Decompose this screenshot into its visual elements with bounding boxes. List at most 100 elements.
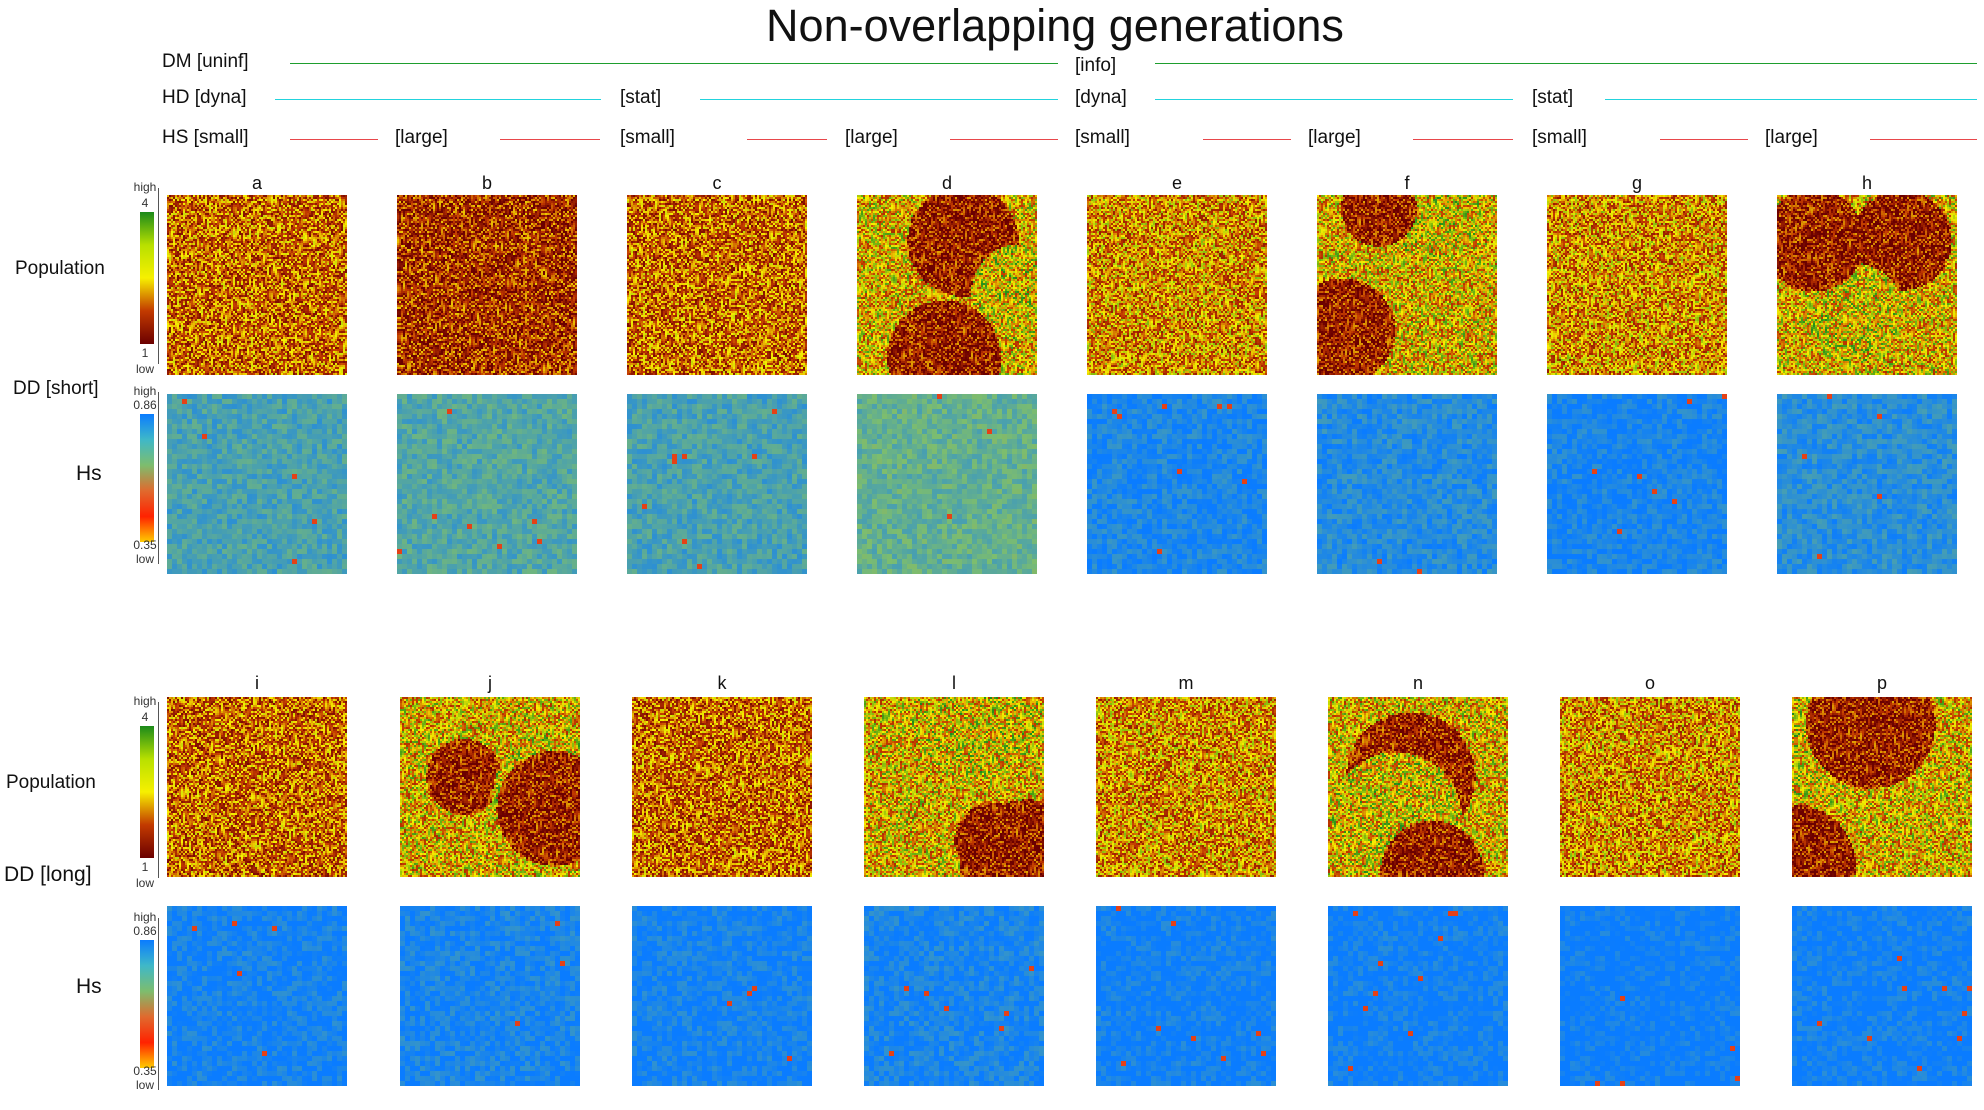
population-heatmap-f <box>1317 195 1497 375</box>
hs-label: HS [small] <box>162 127 249 148</box>
cbar-axis <box>158 918 159 1090</box>
hs-heatmap-p <box>1792 906 1972 1086</box>
hs-tick-4: [small] <box>1075 127 1130 148</box>
panel-label-p: p <box>1876 673 1888 693</box>
population-heatmap-d <box>857 195 1037 375</box>
population-colorbar-bottom: high 4 1 low <box>126 694 166 894</box>
hs-label-top: Hs <box>76 462 102 485</box>
hs-line-3 <box>747 139 827 140</box>
hs-line-8 <box>1870 139 1977 140</box>
hd-tick-3: [stat] <box>1532 87 1574 108</box>
hs-gradient <box>140 940 154 1068</box>
cbar-axis <box>158 392 159 564</box>
hs-line-7 <box>1660 139 1748 140</box>
panel-label-l: l <box>952 673 956 693</box>
hs-line-4 <box>950 139 1058 140</box>
panel-label-e: e <box>1171 173 1183 193</box>
population-heatmap-i <box>167 697 347 877</box>
cbar-max-text: 4 <box>141 710 149 724</box>
panel-label-f: f <box>1404 173 1410 193</box>
hs-heatmap-j <box>400 906 580 1086</box>
hs-heatmap-m <box>1096 906 1276 1086</box>
population-heatmap-b <box>397 195 577 375</box>
dm-label: DM [uninf] <box>162 51 249 72</box>
hs-tick-5: [large] <box>1308 127 1361 148</box>
population-heatmap-e <box>1087 195 1267 375</box>
hd-line-1 <box>275 99 601 100</box>
panel-label-j: j <box>488 673 492 693</box>
population-label-bottom: Population <box>6 772 96 793</box>
population-heatmap-j <box>400 697 580 877</box>
hs-tick-7: [large] <box>1765 127 1818 148</box>
panel-label-i: i <box>255 673 259 693</box>
cbar-min-text: 0.35 <box>133 1064 157 1078</box>
hs-heatmap-k <box>632 906 812 1086</box>
hs-heatmap-b <box>397 394 577 574</box>
hs-tick-6: [small] <box>1532 127 1587 148</box>
panel-label-m: m <box>1178 673 1194 693</box>
cbar-high-text: high <box>133 910 157 924</box>
panel-label-h: h <box>1861 173 1873 193</box>
dm-mid-label: [info] <box>1075 55 1117 76</box>
population-gradient <box>140 726 154 858</box>
hd-line-3 <box>1155 99 1513 100</box>
cbar-max-text: 0.86 <box>133 924 157 938</box>
dm-line-left <box>290 63 1058 64</box>
hs-heatmap-d <box>857 394 1037 574</box>
hs-colorbar-bottom: high 0.86 0.35 low <box>126 910 166 1110</box>
hs-tick-2: [small] <box>620 127 675 148</box>
hs-label-bottom: Hs <box>76 975 102 998</box>
hs-heatmap-h <box>1777 394 1957 574</box>
cbar-min-text: 0.35 <box>133 538 157 552</box>
hs-heatmap-i <box>167 906 347 1086</box>
cbar-axis <box>158 702 159 878</box>
population-colorbar-top: high 4 1 low <box>126 180 166 380</box>
population-heatmap-h <box>1777 195 1957 375</box>
population-heatmap-c <box>627 195 807 375</box>
hd-tick-1: [stat] <box>620 87 662 108</box>
hs-tick-1: [large] <box>395 127 448 148</box>
cbar-low-text: low <box>135 362 154 376</box>
hs-heatmap-o <box>1560 906 1740 1086</box>
cbar-high-text: high <box>133 384 157 398</box>
panel-label-n: n <box>1412 673 1424 693</box>
cbar-low-text: low <box>135 1078 154 1092</box>
dd-short-label: DD [short] <box>13 378 99 399</box>
cbar-max-text: 4 <box>141 196 149 210</box>
hs-heatmap-c <box>627 394 807 574</box>
hs-heatmap-g <box>1547 394 1727 574</box>
population-heatmap-l <box>864 697 1044 877</box>
panel-label-o: o <box>1644 673 1656 693</box>
population-heatmap-m <box>1096 697 1276 877</box>
population-gradient <box>140 212 154 344</box>
hs-line-5 <box>1203 139 1291 140</box>
dm-row: DM [uninf] [info] <box>0 51 1984 76</box>
panel-label-a: a <box>251 173 263 193</box>
hs-gradient <box>140 414 154 542</box>
hd-label: HD [dyna] <box>162 87 247 108</box>
hs-line-2 <box>500 139 600 140</box>
cbar-axis <box>158 188 159 364</box>
population-heatmap-o <box>1560 697 1740 877</box>
population-heatmap-k <box>632 697 812 877</box>
chart-title: Non-overlapping generations <box>766 0 1344 51</box>
panel-label-d: d <box>941 173 953 193</box>
population-heatmap-a <box>167 195 347 375</box>
cbar-max-text: 0.86 <box>133 398 157 412</box>
hd-row: HD [dyna] [stat] [dyna] [stat] <box>0 87 1984 111</box>
cbar-high-text: high <box>133 180 157 194</box>
hs-heatmap-e <box>1087 394 1267 574</box>
cbar-low-text: low <box>135 876 154 890</box>
population-heatmap-g <box>1547 195 1727 375</box>
panel-label-g: g <box>1631 173 1643 193</box>
cbar-low-text: low <box>135 552 154 566</box>
panel-label-k: k <box>717 673 727 693</box>
hs-line-1 <box>290 139 378 140</box>
hd-tick-2: [dyna] <box>1075 87 1127 108</box>
hd-line-2 <box>700 99 1058 100</box>
population-label-top: Population <box>15 258 105 279</box>
hs-colorbar-top: high 0.86 0.35 low <box>126 384 166 584</box>
population-heatmap-p <box>1792 697 1972 877</box>
hs-heatmap-f <box>1317 394 1497 574</box>
hs-row: HS [small] [large] [small] [large] [smal… <box>0 127 1984 151</box>
